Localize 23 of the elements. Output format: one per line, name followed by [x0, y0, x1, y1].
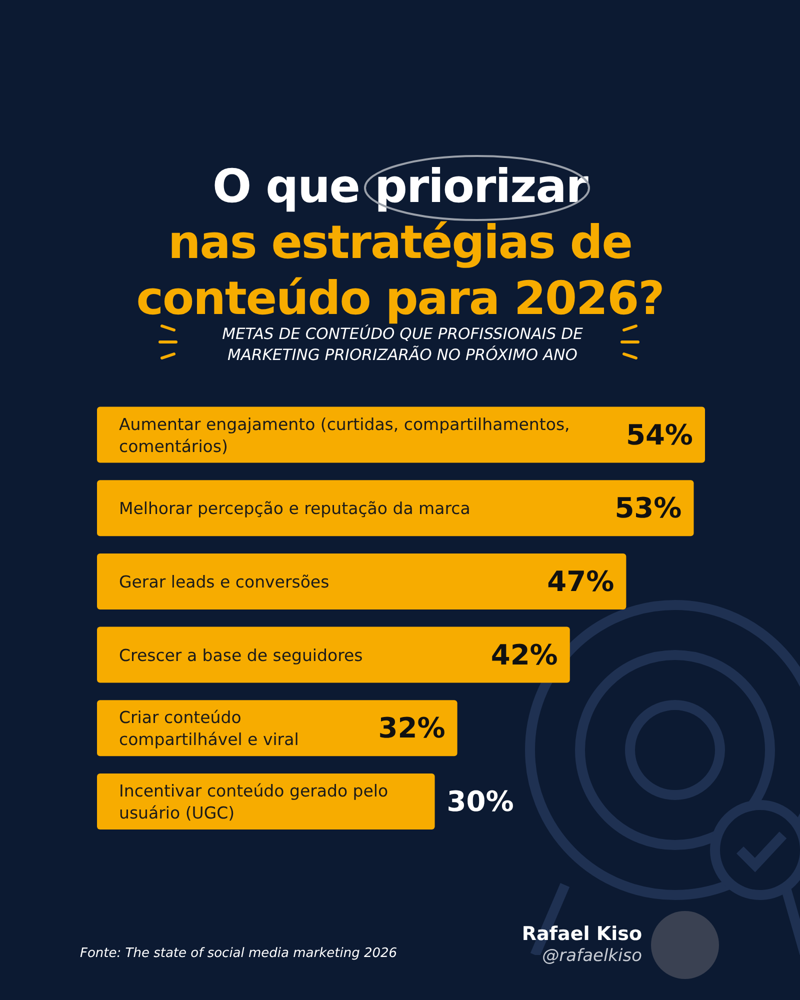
y-tick-label: Melhorar percepção e reputação da marca — [119, 498, 470, 518]
data-label: 53% — [614, 492, 682, 525]
bar — [97, 700, 458, 756]
text: @rafaelkiso — [542, 946, 642, 966]
bar — [97, 773, 435, 830]
data-label: 54% — [626, 418, 693, 452]
source-note: Fonte: The state of social media marketing 2026 — [80, 946, 398, 961]
text: Rafael Kiso — [522, 923, 642, 945]
bar — [97, 406, 705, 463]
data-label: 42% — [490, 638, 558, 672]
y-tick-label: Gerar leads e conversões — [119, 572, 330, 591]
y-tick-label: Aumentar engajamento (curtidas, compartilhamentos, comentários) — [119, 414, 570, 456]
y-tick-label: Incentivar conteúdo gerado pelo usuário (UGC) — [119, 780, 388, 822]
bar — [97, 553, 626, 610]
data-label: 30% — [446, 784, 514, 818]
y-tick-label: Crescer a base de seguidores — [119, 645, 363, 664]
y-tick-label: Criar conteúdo compartilhável e viral — [119, 708, 299, 749]
bar — [97, 480, 694, 536]
chart-subtitle: METAS DE CONTEÚDO QUE PROFISSIONAIS DE MARKETING PRIORIZARÃO NO PRÓXIMO ANO — [221, 324, 584, 366]
chart-title: O que priorizar nas estratégias de conteúdo para 2026? — [135, 159, 665, 325]
bar — [97, 626, 570, 683]
data-label: 47% — [547, 564, 614, 598]
data-label: 32% — [378, 712, 446, 745]
